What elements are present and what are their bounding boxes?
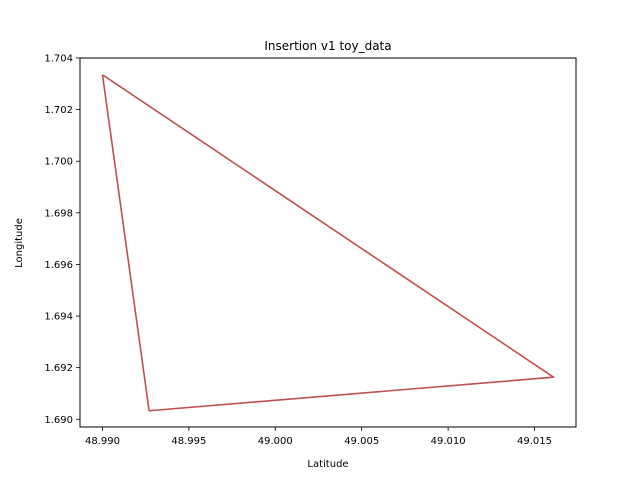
plot-frame [79, 57, 577, 428]
plot-lines [101, 74, 555, 412]
y-axis-label: Longitude [14, 218, 25, 268]
y-axis: 1.690 1.692 1.694 1.696 1.698 1.700 1.702 1.704 [44, 54, 80, 426]
x-tick-label: 49.010 [431, 436, 466, 447]
x-tick-label: 49.015 [517, 436, 552, 447]
y-tick-label: 1.690 [44, 415, 73, 426]
x-axis-label: Latitude [307, 459, 348, 470]
y-tick-label: 1.700 [44, 157, 73, 168]
y-tick-label: 1.694 [44, 312, 73, 323]
x-tick-label: 49.000 [258, 436, 293, 447]
y-tick-label: 1.698 [44, 208, 73, 219]
x-axis: 48.990 48.995 49.000 49.005 49.010 49.015 [85, 427, 552, 447]
route-line-0 [101, 74, 555, 412]
x-tick-label: 48.995 [171, 436, 206, 447]
y-tick-label: 1.692 [44, 363, 73, 374]
x-tick-label: 48.990 [85, 436, 120, 447]
y-tick-label: 1.704 [44, 54, 73, 65]
y-tick-label: 1.702 [44, 105, 73, 116]
y-tick-label: 1.696 [44, 260, 73, 271]
x-tick-label: 49.005 [344, 436, 379, 447]
chart-title: Insertion v1 toy_data [264, 39, 391, 53]
